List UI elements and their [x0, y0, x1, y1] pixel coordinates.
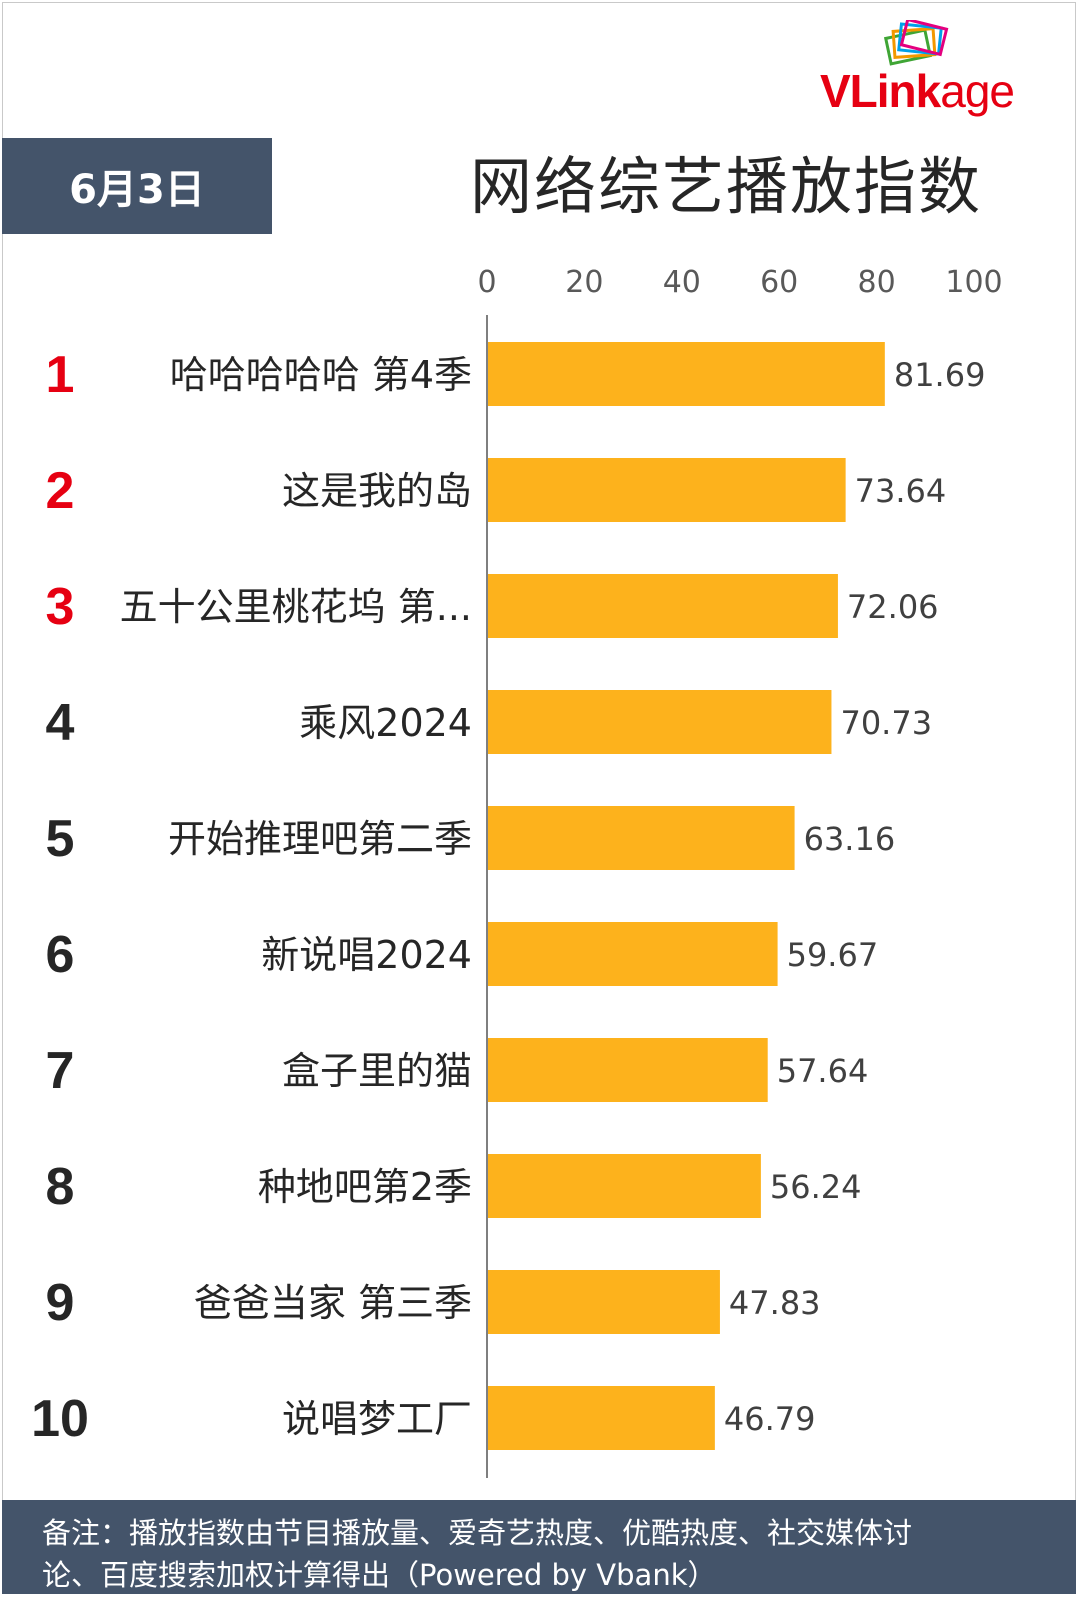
footnote-line-1: 备注：播放指数由节目播放量、爱奇艺热度、优酷热度、社交媒体讨: [42, 1516, 913, 1550]
vlinkage-logo: VLinkage: [820, 20, 1070, 120]
rank-number: 10: [31, 1390, 89, 1448]
rank-number: 1: [46, 346, 75, 404]
stacked-frames-icon: [883, 20, 949, 66]
rank-number: 5: [46, 810, 75, 868]
x-tick-label: 100: [945, 265, 1002, 300]
chart-title: 网络综艺播放指数: [470, 150, 983, 223]
value-label: 56.24: [770, 1168, 862, 1206]
date-badge: 6月3日: [2, 138, 272, 234]
x-tick-label: 20: [565, 265, 603, 300]
value-label: 72.06: [847, 588, 939, 626]
category-label: 说唱梦工厂: [282, 1397, 472, 1441]
category-label: 这是我的岛: [282, 469, 472, 513]
value-label: 47.83: [729, 1284, 821, 1322]
rank-number: 6: [46, 926, 75, 984]
value-label: 70.73: [840, 704, 932, 742]
x-tick-label: 40: [663, 265, 701, 300]
bar: [488, 458, 846, 522]
rank-number: 8: [46, 1158, 75, 1216]
category-label: 新说唱2024: [261, 933, 472, 977]
category-label: 开始推理吧第二季: [168, 817, 472, 861]
x-tick-label: 0: [477, 265, 496, 300]
rank-number: 9: [46, 1274, 75, 1332]
x-tick-label: 80: [858, 265, 896, 300]
bar: [488, 690, 832, 754]
rank-number: 2: [46, 462, 75, 520]
bar: [488, 806, 795, 870]
category-label: 盒子里的猫: [282, 1049, 472, 1093]
bar: [488, 1386, 715, 1450]
logo-wordmark: VLinkage: [820, 65, 1015, 117]
value-label: 81.69: [894, 356, 986, 394]
category-label: 种地吧第2季: [258, 1165, 472, 1209]
bar: [488, 1154, 761, 1218]
value-label: 73.64: [855, 472, 947, 510]
footnote: 备注：播放指数由节目播放量、爱奇艺热度、优酷热度、社交媒体讨 论、百度搜索加权计…: [2, 1500, 1076, 1594]
bar: [488, 1270, 720, 1334]
footnote-line-2: 论、百度搜索加权计算得出（Powered by Vbank）: [42, 1558, 717, 1592]
bar: [488, 922, 778, 986]
value-label: 57.64: [777, 1052, 869, 1090]
rank-number: 3: [46, 578, 75, 636]
value-label: 59.67: [787, 936, 879, 974]
value-label: 46.79: [724, 1400, 816, 1438]
value-label: 63.16: [804, 820, 896, 858]
category-label: 爸爸当家 第三季: [194, 1281, 472, 1325]
category-label: 乘风2024: [299, 701, 472, 745]
bar: [488, 574, 838, 638]
bar: [488, 1038, 768, 1102]
category-label: 五十公里桃花坞 第...: [120, 585, 472, 629]
bar: [488, 342, 885, 406]
x-tick-label: 60: [760, 265, 798, 300]
category-label: 哈哈哈哈哈 第4季: [170, 353, 472, 397]
rank-number: 4: [46, 694, 75, 752]
rank-number: 7: [46, 1042, 75, 1100]
